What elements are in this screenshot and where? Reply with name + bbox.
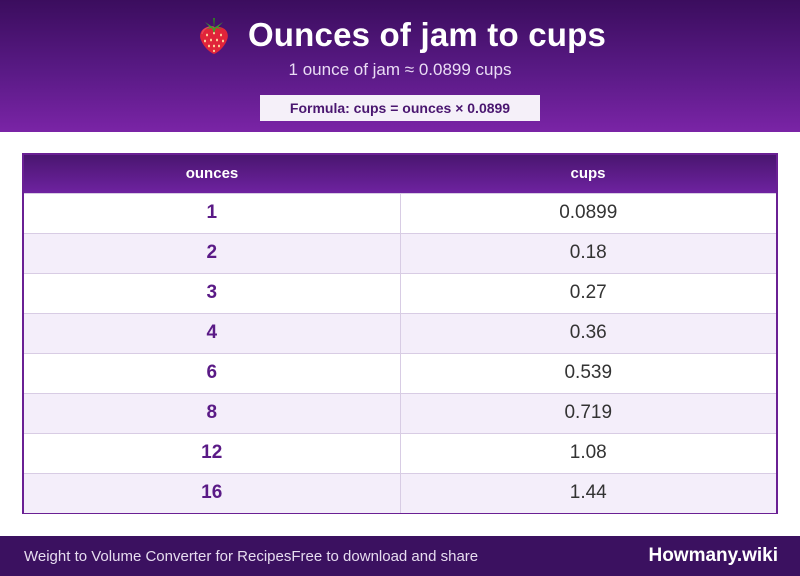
cups-cell: 1.44 <box>400 472 776 513</box>
ounces-cell: 4 <box>24 312 401 353</box>
table-row: 4 0.36 <box>24 312 776 353</box>
cups-cell: 1.08 <box>400 432 776 473</box>
column-header-ounces: ounces <box>185 165 239 183</box>
page-title: Ounces of jam to cups <box>247 16 607 53</box>
ounces-cell: 1 <box>24 192 401 233</box>
header: Ounces of jam to cups 1 ounce of jam ≈ 0… <box>0 0 800 132</box>
table-row: 2 0.18 <box>24 232 776 273</box>
ounces-cell: 12 <box>24 432 401 473</box>
page-subtitle: 1 ounce of jam ≈ 0.0899 cups <box>288 60 512 79</box>
cups-cell: 0.539 <box>400 352 776 393</box>
table-row: 6 0.539 <box>24 352 776 393</box>
table-row: 8 0.719 <box>24 392 776 433</box>
cups-cell: 0.18 <box>400 232 776 273</box>
table-row: 12 1.08 <box>24 432 776 473</box>
ounces-cell: 3 <box>24 272 401 313</box>
cups-cell: 0.27 <box>400 272 776 313</box>
table-row: 3 0.27 <box>24 272 776 313</box>
ounces-cell: 16 <box>24 472 401 513</box>
ounces-cell: 2 <box>24 232 401 273</box>
cups-cell: 0.36 <box>400 312 776 353</box>
table-header-row: ounces cups <box>24 155 776 193</box>
cups-cell: 0.0899 <box>400 192 776 233</box>
footer-tagline: Weight to Volume Converter for Recipes <box>24 547 292 565</box>
conversion-table: ounces cups 1 0.0899 2 0.18 3 0.27 4 0.3… <box>22 153 778 514</box>
title-row: Ounces of jam to cups <box>0 12 800 58</box>
table-row: 16 1.44 <box>24 472 776 513</box>
ounces-cell: 8 <box>24 392 401 433</box>
strawberry-icon <box>194 15 234 55</box>
brand-logo[interactable]: Howmany.wiki <box>648 545 778 566</box>
ounces-cell: 6 <box>24 352 401 393</box>
table-row: 1 0.0899 <box>24 192 776 233</box>
footer: Weight to Volume Converter for Recipes F… <box>0 536 800 576</box>
footer-share-text: Free to download and share <box>291 547 479 565</box>
formula-badge: Formula: cups = ounces × 0.0899 <box>260 95 540 121</box>
column-header-cups: cups <box>570 165 606 183</box>
cups-cell: 0.719 <box>400 392 776 433</box>
